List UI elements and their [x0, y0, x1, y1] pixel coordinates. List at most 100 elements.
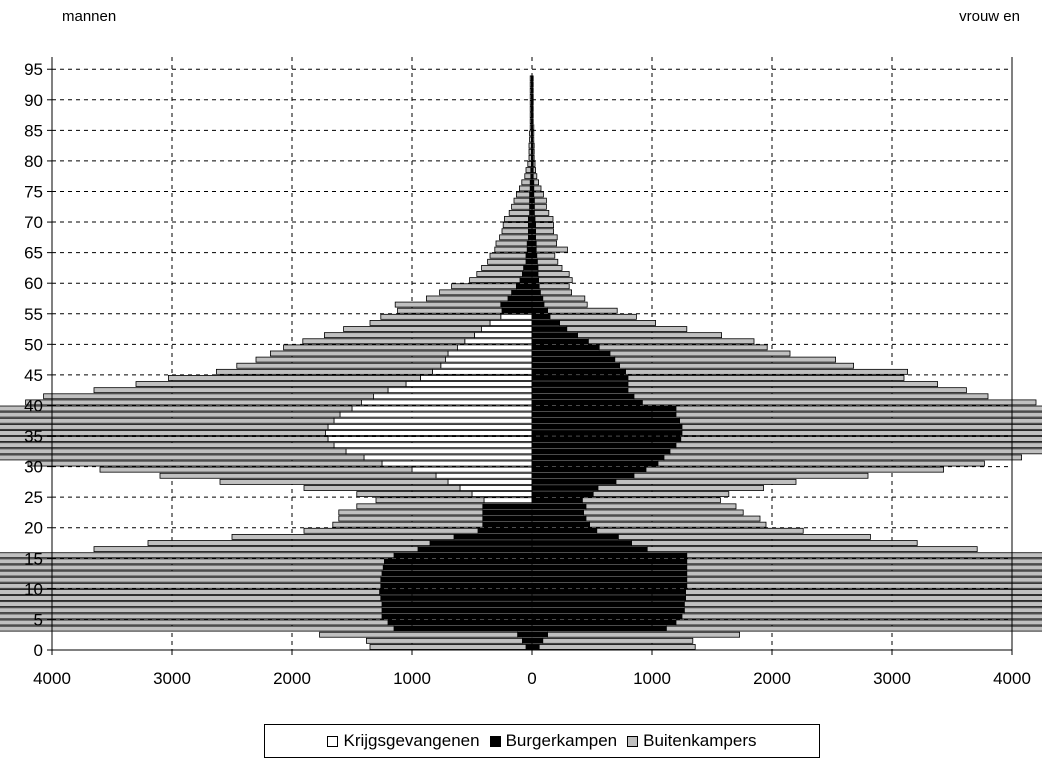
bar-buitenkampers-women-age-54 — [549, 313, 637, 320]
bar-buitenkampers-women-age-52 — [566, 326, 688, 332]
bar-burgerkampen-men-age-69 — [528, 222, 533, 229]
bar-buitenkampers-men-age-75 — [519, 185, 531, 192]
bar-burgerkampen-women-age-66 — [531, 240, 537, 247]
bar-buitenkampers-men-age-25 — [356, 491, 473, 498]
bar-buitenkampers-men-age-90 — [529, 93, 532, 100]
bar-buitenkampers-women-age-3 — [666, 625, 1042, 632]
bar-buitenkampers-men-age-6 — [0, 607, 383, 614]
bar-burgerkampen-men-age-63 — [525, 258, 533, 265]
legend-swatch-krijgsgevangenen — [327, 735, 339, 747]
bar-burgerkampen-men-age-0 — [525, 644, 533, 650]
bar-buitenkampers-women-age-64 — [536, 252, 556, 259]
bar-buitenkampers-women-age-28 — [633, 472, 869, 479]
y-tick-label: 25 — [24, 488, 43, 507]
bar-buitenkampers-women-age-30 — [657, 460, 985, 467]
bar-buitenkampers-men-age-50 — [302, 338, 466, 345]
bar-buitenkampers-men-age-89 — [529, 99, 532, 106]
bar-buitenkampers-men-age-28 — [159, 472, 437, 479]
legend-swatch-burgerkampen — [489, 735, 501, 747]
bar-buitenkampers-women-age-90 — [532, 93, 534, 100]
bar-buitenkampers-men-age-20 — [332, 521, 484, 528]
bar-buitenkampers-women-age-41 — [633, 393, 989, 400]
x-tick-label: 3000 — [153, 669, 191, 688]
bar-buitenkampers-women-age-29 — [645, 466, 945, 473]
bar-burgerkampen-men-age-66 — [526, 240, 533, 247]
bar-burgerkampen-women-age-38 — [531, 411, 677, 418]
bar-buitenkampers-women-age-58 — [540, 289, 573, 296]
bar-krijgsgevangenen-men-age-33 — [333, 442, 533, 449]
bar-burgerkampen-women-age-5 — [531, 613, 683, 620]
bar-buitenkampers-men-age-27 — [219, 478, 449, 485]
bar-burgerkampen-women-age-49 — [531, 344, 600, 351]
bar-buitenkampers-women-age-50 — [588, 338, 755, 345]
y-tick-label: 70 — [24, 213, 43, 232]
bar-burgerkampen-men-age-62 — [523, 265, 533, 271]
bar-buitenkampers-men-age-11 — [0, 576, 382, 583]
legend: Krijgsgevangenen Burgerkampen Buitenkamp… — [264, 724, 820, 758]
bar-burgerkampen-men-age-67 — [528, 234, 533, 241]
bar-buitenkampers-women-age-8 — [685, 595, 1042, 601]
bar-buitenkampers-women-age-88 — [532, 106, 534, 112]
bar-burgerkampen-women-age-21 — [531, 515, 587, 522]
bar-buitenkampers-women-age-27 — [615, 478, 797, 485]
bar-buitenkampers-women-age-5 — [681, 613, 1042, 620]
bar-burgerkampen-men-age-65 — [526, 246, 533, 253]
bar-buitenkampers-women-age-10 — [686, 582, 1042, 589]
population-pyramid-chart: 0 5 10 15 20 25 30 35 40 45 50 55 60 65 70 75 80 85 90 95 40… — [0, 57, 1042, 688]
bar-krijgsgevangenen-men-age-53 — [489, 320, 533, 326]
bar-buitenkampers-women-age-2 — [547, 631, 740, 638]
x-tick-label: 4000 — [993, 669, 1031, 688]
men-side-label: mannen — [62, 8, 117, 25]
bar-burgerkampen-men-age-58 — [511, 289, 533, 296]
bar-buitenkampers-women-age-87 — [532, 112, 534, 118]
bar-buitenkampers-men-age-82 — [528, 142, 532, 149]
bar-buitenkampers-men-age-10 — [0, 582, 382, 589]
legend-swatch-buitenkampers — [627, 735, 639, 747]
bar-burgerkampen-women-age-42 — [531, 387, 629, 394]
bar-burgerkampen-women-age-17 — [531, 540, 632, 546]
bar-buitenkampers-women-age-66 — [535, 240, 558, 247]
bar-burgerkampen-women-age-64 — [531, 252, 538, 259]
bar-buitenkampers-men-age-56 — [394, 301, 502, 308]
y-tick-label: 90 — [24, 91, 43, 110]
bar-buitenkampers-men-age-40 — [25, 399, 363, 406]
bar-krijgsgevangenen-men-age-43 — [405, 381, 533, 387]
bar-buitenkampers-women-age-42 — [627, 387, 967, 394]
bar-buitenkampers-men-age-38 — [0, 411, 341, 418]
bar-buitenkampers-women-age-6 — [684, 607, 1042, 614]
y-tick-label: 95 — [24, 60, 43, 79]
bar-burgerkampen-men-age-57 — [507, 295, 533, 302]
bar-buitenkampers-men-age-34 — [0, 436, 329, 442]
bar-buitenkampers-men-age-64 — [489, 252, 527, 259]
bar-burgerkampen-women-age-54 — [531, 313, 551, 320]
bar-buitenkampers-women-age-92 — [532, 81, 534, 88]
bar-burgerkampen-women-age-61 — [531, 271, 539, 277]
bar-buitenkampers-men-age-84 — [529, 130, 532, 137]
bar-buitenkampers-men-age-53 — [369, 320, 491, 326]
bar-burgerkampen-women-age-10 — [531, 582, 688, 589]
bar-burgerkampen-women-age-67 — [531, 234, 536, 241]
bar-burgerkampen-women-age-15 — [531, 552, 688, 559]
bar-burgerkampen-men-age-2 — [517, 631, 533, 638]
bar-burgerkampen-men-age-4 — [387, 619, 533, 626]
bar-burgerkampen-men-age-23 — [482, 503, 533, 510]
bar-buitenkampers-women-age-77 — [532, 173, 538, 180]
bar-buitenkampers-men-age-3 — [0, 625, 395, 632]
bar-burgerkampen-women-age-34 — [531, 436, 682, 442]
bar-buitenkampers-men-age-81 — [528, 148, 532, 155]
bar-krijgsgevangenen-men-age-49 — [457, 344, 533, 351]
bar-burgerkampen-men-age-6 — [381, 607, 533, 614]
bar-burgerkampen-men-age-19 — [477, 527, 533, 534]
x-tick-label: 1000 — [633, 669, 671, 688]
axes: 0 5 10 15 20 25 30 35 40 45 50 55 60 65 70 75 80 85 90 95 40… — [24, 57, 1031, 688]
bar-burgerkampen-women-age-60 — [531, 277, 539, 284]
bar-buitenkampers-women-age-48 — [609, 350, 791, 357]
bar-burgerkampen-women-age-53 — [531, 320, 561, 326]
bar-buitenkampers-men-age-80 — [528, 154, 532, 161]
bar-buitenkampers-women-age-85 — [532, 124, 535, 131]
bar-buitenkampers-women-age-38 — [675, 411, 1042, 418]
bar-buitenkampers-women-age-63 — [537, 258, 559, 265]
bar-buitenkampers-women-age-53 — [559, 320, 656, 326]
bar-krijgsgevangenen-men-age-38 — [339, 411, 533, 418]
legend-label-krijgsgevangenen: Krijgsgevangenen — [343, 731, 480, 750]
